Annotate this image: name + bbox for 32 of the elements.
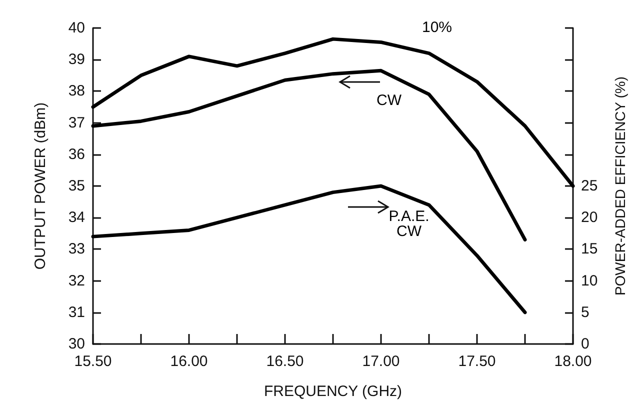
x-tick-label: 18.00 xyxy=(554,353,592,370)
y-tick-label: 36 xyxy=(68,146,85,163)
line-series xyxy=(91,37,575,188)
series-label: 10% xyxy=(422,18,452,36)
x-tick-label: 17.00 xyxy=(362,353,400,370)
y2-tick-label: 25 xyxy=(581,178,598,194)
series-label: P.A.E. CW xyxy=(388,208,430,240)
y-tick-label: 33 xyxy=(68,240,85,258)
y-tick-label: 37 xyxy=(68,114,85,132)
y2-tick-label: 10 xyxy=(581,272,598,290)
y-tick-label: 34 xyxy=(68,209,85,226)
series-label: CW xyxy=(376,92,402,110)
y2-tick-label: 0 xyxy=(581,336,590,352)
x-tick-label: 16.50 xyxy=(266,353,304,370)
y-tick-label: 38 xyxy=(68,82,85,100)
x-tick-label: 17.50 xyxy=(458,353,496,370)
y-tick-label: 31 xyxy=(68,304,85,321)
y-tick-label: 32 xyxy=(68,272,85,290)
y2-tick-label: 5 xyxy=(581,304,590,321)
y2-axis-title: POWER-ADDED EFFICIENCY (%) xyxy=(612,76,628,296)
y2-tick-label: 20 xyxy=(581,209,598,226)
y-tick-label: 35 xyxy=(68,178,85,194)
y-tick-label: 30 xyxy=(68,336,85,352)
x-axis-title: FREQUENCY (GHz) xyxy=(264,383,402,400)
y-tick-label: 40 xyxy=(68,20,85,36)
y-axis-title: OUTPUT POWER (dBm) xyxy=(32,102,49,270)
line-series xyxy=(91,68,527,242)
y-tick-label: 39 xyxy=(68,51,85,68)
x-tick-label: 15.50 xyxy=(74,353,112,370)
y2-tick-label: 15 xyxy=(581,240,598,258)
x-tick-label: 16.00 xyxy=(170,353,208,370)
line-series xyxy=(91,184,527,314)
